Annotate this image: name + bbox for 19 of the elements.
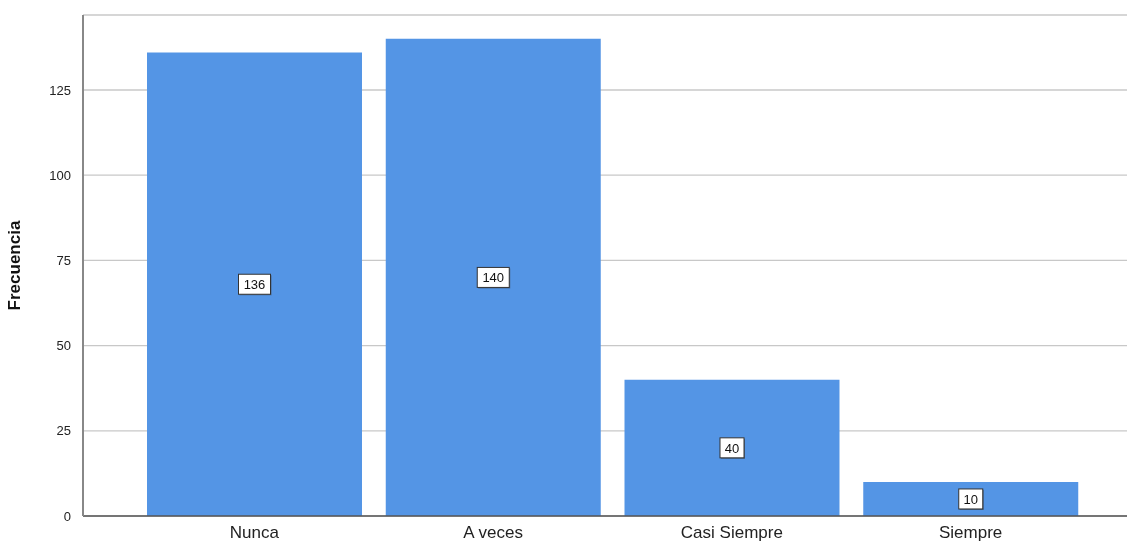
bar (863, 481, 1079, 516)
x-tick-label: Casi Siempre (680, 523, 783, 543)
x-tick-label: Nunca (229, 523, 280, 543)
bar (385, 38, 601, 516)
y-tick-label: 0 (63, 508, 71, 524)
y-tick-label: 50 (56, 338, 71, 354)
data-label: 40 (724, 440, 740, 456)
y-tick-label: 100 (49, 167, 71, 183)
data-label: 136 (243, 277, 266, 293)
x-tick-label: Siempre (938, 523, 1003, 543)
y-tick-label: 25 (56, 423, 71, 439)
data-label: 10 (963, 491, 978, 507)
bar (624, 379, 840, 516)
y-tick-label: 75 (56, 253, 71, 268)
bar (147, 52, 362, 516)
x-tick-label: A veces (463, 523, 523, 543)
y-tick-label: 125 (49, 82, 71, 98)
data-label: 140 (482, 270, 505, 286)
y-axis-title: Frecuencia (5, 220, 24, 311)
